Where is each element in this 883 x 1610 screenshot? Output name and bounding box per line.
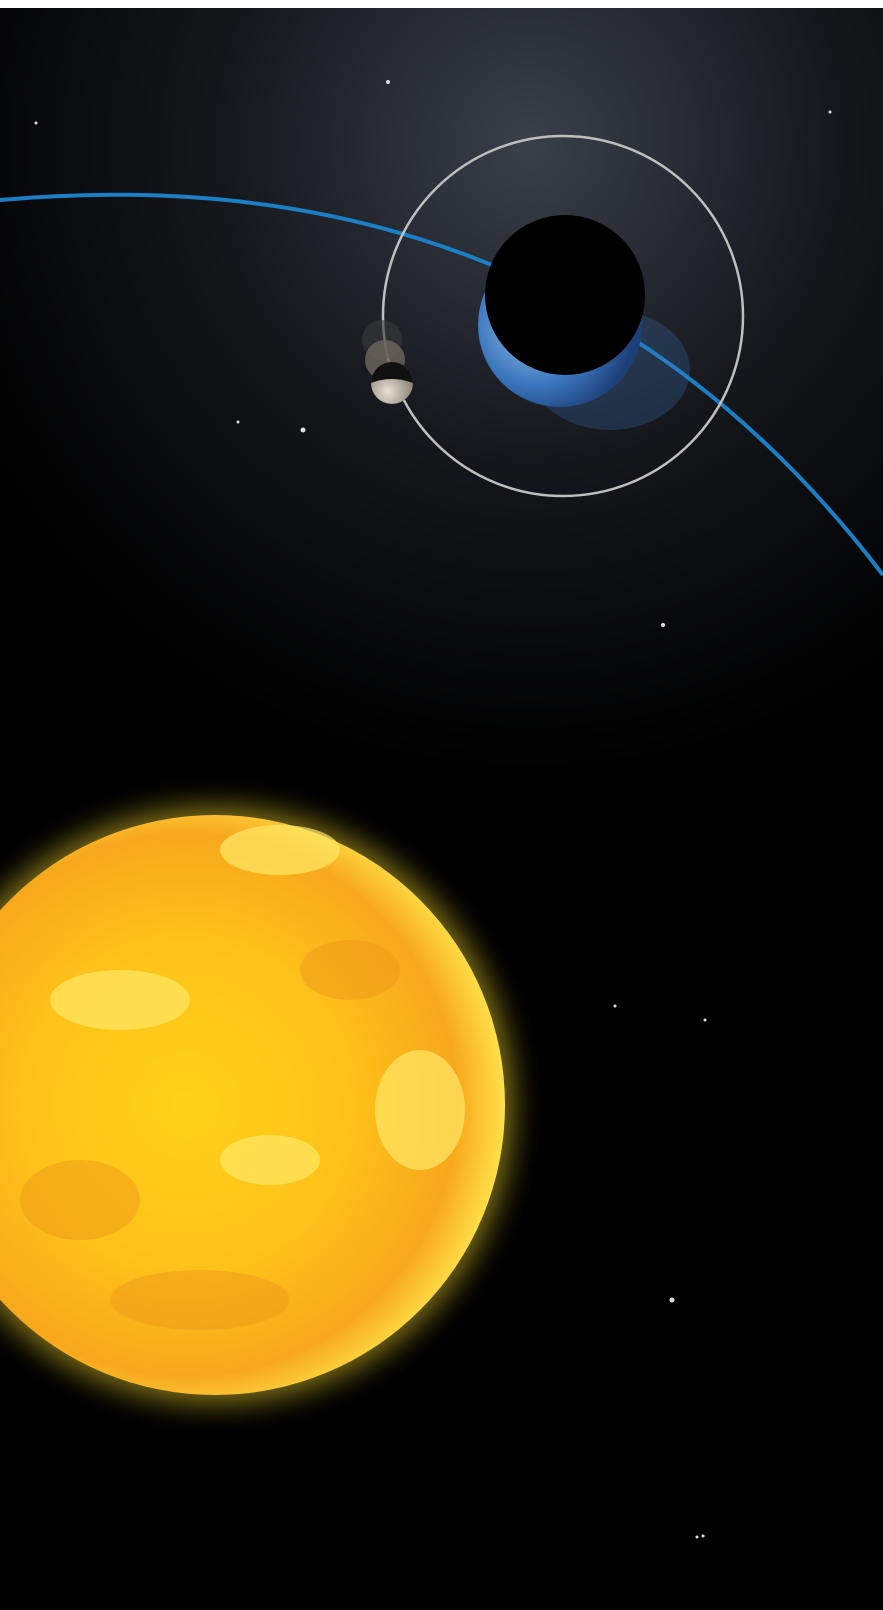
haze (0, 8, 883, 908)
moon-shadow (371, 362, 413, 383)
sun-swirl (300, 940, 400, 1000)
star (703, 1018, 707, 1022)
sun-texture-dark (20, 940, 400, 1330)
star (695, 1535, 699, 1539)
star (236, 420, 240, 424)
sun-swirl (110, 1270, 290, 1330)
star (669, 1297, 675, 1303)
sun-swirl (50, 970, 190, 1030)
star (34, 121, 38, 125)
star (701, 1534, 705, 1538)
stars (34, 80, 832, 1539)
star (661, 623, 665, 627)
sun-swirl (220, 1135, 320, 1185)
sun-swirl (375, 1050, 465, 1170)
star (300, 427, 306, 433)
star (613, 1004, 617, 1008)
earth-shadow (485, 215, 645, 375)
sun-swirl (20, 1160, 140, 1240)
sun-swirl (220, 825, 340, 875)
star (828, 110, 832, 114)
moon-orbit (381, 134, 745, 498)
top-border (0, 0, 883, 8)
sun-texture (50, 825, 465, 1185)
star (386, 80, 390, 84)
